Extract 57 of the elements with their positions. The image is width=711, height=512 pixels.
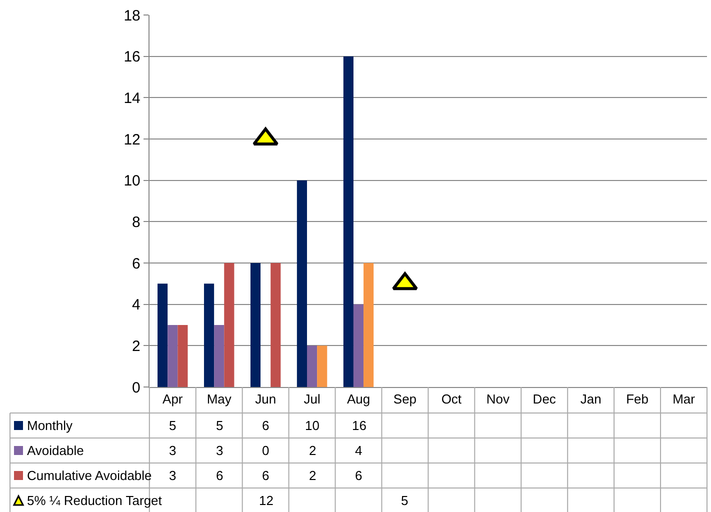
bar bbox=[168, 325, 178, 387]
bar bbox=[158, 284, 168, 387]
x-tick-label: Oct bbox=[441, 392, 462, 407]
y-tick-label: 14 bbox=[124, 90, 140, 107]
x-tick-label: Apr bbox=[162, 392, 184, 407]
bar bbox=[224, 263, 234, 387]
data-label: 4 bbox=[355, 443, 362, 458]
legend-label: Cumulative Avoidable bbox=[27, 468, 152, 483]
data-label: 6 bbox=[355, 468, 362, 483]
data-label: 3 bbox=[169, 443, 176, 458]
bar bbox=[296, 180, 307, 387]
data-label: 3 bbox=[169, 468, 176, 483]
x-tick-label: Mar bbox=[672, 392, 696, 407]
x-tick-label: Jun bbox=[255, 392, 276, 407]
bar bbox=[270, 263, 281, 387]
x-tick-label: Sep bbox=[393, 392, 417, 407]
bar bbox=[250, 263, 261, 387]
x-tick-label: Jan bbox=[580, 392, 602, 407]
data-label: 3 bbox=[216, 443, 224, 458]
y-tick-label: 18 bbox=[124, 7, 140, 24]
data-label: 6 bbox=[216, 468, 224, 483]
y-tick-label: 12 bbox=[124, 131, 140, 148]
bar bbox=[317, 346, 328, 387]
legend-label: 5% ¼ Reduction Target bbox=[27, 493, 162, 508]
y-tick-label: 10 bbox=[124, 172, 140, 190]
data-label: 5 bbox=[401, 493, 408, 508]
bar bbox=[364, 263, 374, 387]
bar bbox=[353, 304, 364, 387]
data-label: 0 bbox=[262, 443, 270, 458]
data-label: 10 bbox=[305, 418, 320, 433]
data-label: 2 bbox=[309, 443, 316, 458]
y-tick-label: 2 bbox=[132, 338, 140, 355]
data-label: 6 bbox=[262, 418, 270, 433]
bar bbox=[214, 325, 224, 387]
y-tick-label: 16 bbox=[124, 48, 140, 66]
x-tick-label: Feb bbox=[626, 392, 649, 407]
data-label: 6 bbox=[262, 468, 270, 483]
x-tick-label: Aug bbox=[346, 392, 370, 407]
bar bbox=[204, 284, 214, 387]
y-tick-label: 0 bbox=[132, 379, 140, 396]
data-label: 16 bbox=[352, 418, 366, 433]
x-tick-label: Jul bbox=[304, 392, 320, 407]
data-label: 5 bbox=[169, 418, 176, 433]
y-tick-label: 6 bbox=[132, 255, 140, 272]
y-tick-label: 8 bbox=[132, 214, 140, 231]
bar bbox=[178, 325, 188, 387]
bar bbox=[307, 346, 318, 387]
bar bbox=[343, 56, 354, 387]
x-tick-label: Dec bbox=[532, 392, 556, 407]
data-label: 5 bbox=[216, 418, 224, 433]
legend-label: Monthly bbox=[27, 418, 74, 433]
data-label: 12 bbox=[259, 493, 274, 508]
x-tick-label: Nov bbox=[486, 392, 510, 407]
data-label: 2 bbox=[309, 468, 316, 483]
legend-label: Avoidable bbox=[27, 443, 84, 458]
x-tick-label: May bbox=[206, 392, 232, 407]
y-tick-label: 4 bbox=[132, 296, 140, 314]
